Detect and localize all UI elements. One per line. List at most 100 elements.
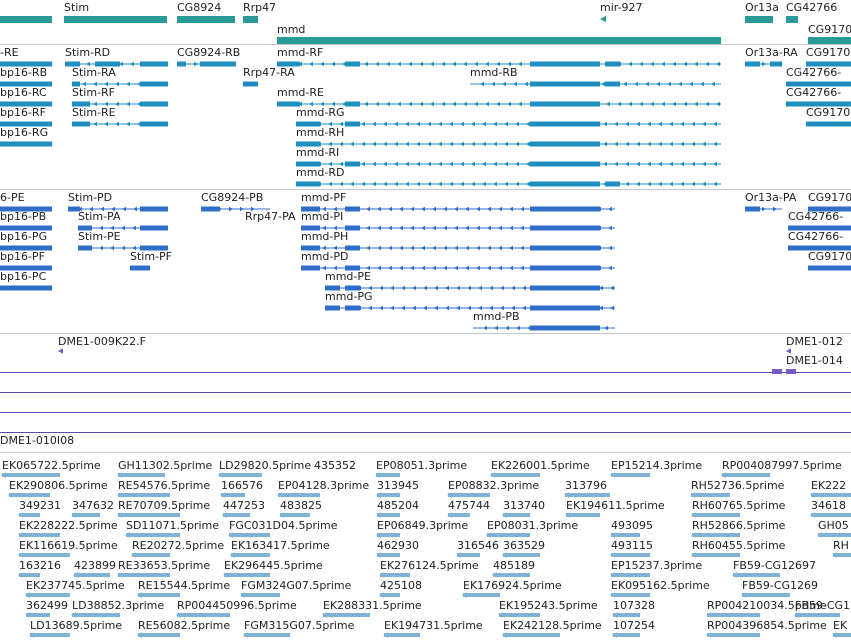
est-feature[interactable] [811, 513, 851, 517]
gene-bar[interactable] [243, 16, 258, 23]
exon-block[interactable] [0, 121, 52, 127]
est-feature[interactable] [126, 533, 180, 537]
intron-line[interactable] [296, 163, 721, 165]
gene-bar[interactable] [808, 37, 851, 44]
exon-block[interactable] [95, 61, 120, 67]
est-feature[interactable] [611, 533, 640, 537]
exon-block[interactable] [177, 61, 186, 67]
exon-block[interactable] [0, 101, 52, 107]
est-feature[interactable] [795, 613, 840, 617]
est-label[interactable]: 475744 [448, 499, 490, 512]
est-label[interactable]: RE54576.5prime [118, 479, 211, 492]
clone-line[interactable] [0, 412, 851, 413]
est-label[interactable]: RE33653.5prime [118, 559, 211, 572]
exon-block[interactable] [140, 81, 168, 87]
clone-line[interactable] [0, 392, 851, 393]
est-feature[interactable] [503, 633, 560, 637]
protein-label[interactable]: Stim-PE [78, 230, 121, 243]
est-label[interactable]: RE15544.5prime [138, 579, 231, 592]
est-feature[interactable] [611, 573, 650, 577]
est-label[interactable]: FB59-CG1269 [742, 579, 819, 592]
est-feature[interactable] [241, 593, 280, 597]
est-feature[interactable] [72, 513, 100, 517]
clone-label[interactable]: DME1-012 [786, 335, 843, 348]
est-feature[interactable] [692, 533, 740, 537]
exon-block[interactable] [530, 81, 600, 87]
est-feature[interactable] [487, 533, 530, 537]
est-feature[interactable] [818, 533, 851, 537]
transcript-label[interactable]: bp16-RC [0, 86, 47, 99]
est-label[interactable]: FB59-CG12697 [795, 599, 851, 612]
clone-label[interactable]: DME1-010I08 [0, 434, 75, 447]
protein-label[interactable]: CG42766- [788, 230, 844, 243]
est-label[interactable]: EP08031.3prime [487, 519, 579, 532]
clone-label[interactable]: DME1-014 [786, 354, 843, 367]
est-feature[interactable] [132, 553, 170, 557]
est-feature[interactable] [611, 473, 650, 477]
exon-block[interactable] [0, 285, 52, 291]
est-feature[interactable] [448, 493, 490, 497]
est-label[interactable]: RP004396854.5prime [707, 619, 827, 632]
gene-label[interactable]: mir-927 [600, 1, 643, 14]
intron-line[interactable] [72, 83, 168, 85]
est-label[interactable]: GH11302.5prime [118, 459, 213, 472]
exon-block[interactable] [325, 285, 340, 291]
est-label[interactable]: RH52866.5prime [692, 519, 786, 532]
est-label[interactable]: RP004210034.5prime [707, 599, 827, 612]
exon-block[interactable] [530, 141, 600, 147]
gene-label[interactable]: mmd [277, 23, 306, 36]
est-label[interactable]: EK194611.5prime [566, 499, 665, 512]
est-feature[interactable] [19, 533, 60, 537]
transcript-label[interactable]: Or13a-RA [745, 46, 798, 59]
est-label[interactable]: LD29820.5prime [219, 459, 312, 472]
transcript-label[interactable]: Stim-RE [72, 106, 116, 119]
protein-label[interactable]: mmd-PD [301, 250, 349, 263]
est-label[interactable]: EK065722.5prime [2, 459, 101, 472]
est-label[interactable]: 347632 [72, 499, 114, 512]
est-feature[interactable] [691, 493, 730, 497]
exon-block[interactable] [530, 181, 600, 187]
est-feature[interactable] [223, 513, 250, 517]
protein-label[interactable]: 6-PE [0, 191, 25, 204]
exon-block[interactable] [345, 285, 360, 291]
est-feature[interactable] [491, 473, 540, 477]
est-feature[interactable] [244, 633, 290, 637]
est-feature[interactable] [611, 553, 650, 557]
exon-block[interactable] [345, 206, 360, 212]
est-feature[interactable] [221, 493, 245, 497]
protein-label[interactable]: mmd-PB [473, 310, 520, 323]
exon-block[interactable] [345, 305, 360, 311]
gene-bar[interactable] [64, 16, 167, 23]
protein-label[interactable]: CG8924-PB [201, 191, 264, 204]
est-feature[interactable] [72, 613, 120, 617]
est-feature[interactable] [457, 553, 480, 557]
est-feature[interactable] [566, 513, 600, 517]
est-feature[interactable] [118, 473, 165, 477]
exon-block[interactable] [140, 121, 168, 127]
est-label[interactable]: 313945 [377, 479, 419, 492]
clone-end-marker[interactable] [786, 369, 796, 374]
exon-block[interactable] [345, 61, 360, 67]
est-feature[interactable] [280, 513, 310, 517]
exon-block[interactable] [301, 245, 320, 251]
est-label[interactable]: RE20272.5prime [132, 539, 225, 552]
gene-bar[interactable] [786, 16, 798, 23]
est-feature[interactable] [499, 613, 540, 617]
intron-line[interactable] [72, 123, 168, 125]
est-feature[interactable] [9, 493, 50, 497]
est-label[interactable]: 485189 [493, 559, 535, 572]
est-label[interactable]: LD38852.3prime [72, 599, 165, 612]
protein-label[interactable]: CG9170 [808, 191, 851, 204]
gene-bar[interactable] [177, 16, 235, 23]
est-label[interactable]: EP04128.3prime [278, 479, 370, 492]
est-label[interactable]: 485204 [377, 499, 419, 512]
transcript-label[interactable]: Stim-RF [72, 86, 116, 99]
est-label[interactable]: EK [833, 619, 848, 632]
est-feature[interactable] [833, 553, 851, 557]
est-label[interactable]: RE56082.5prime [138, 619, 231, 632]
est-feature[interactable] [503, 513, 530, 517]
protein-label[interactable]: Stim-PD [68, 191, 113, 204]
est-feature[interactable] [833, 633, 851, 637]
transcript-label[interactable]: CG9170 [806, 46, 851, 59]
exon-block[interactable] [140, 206, 168, 212]
